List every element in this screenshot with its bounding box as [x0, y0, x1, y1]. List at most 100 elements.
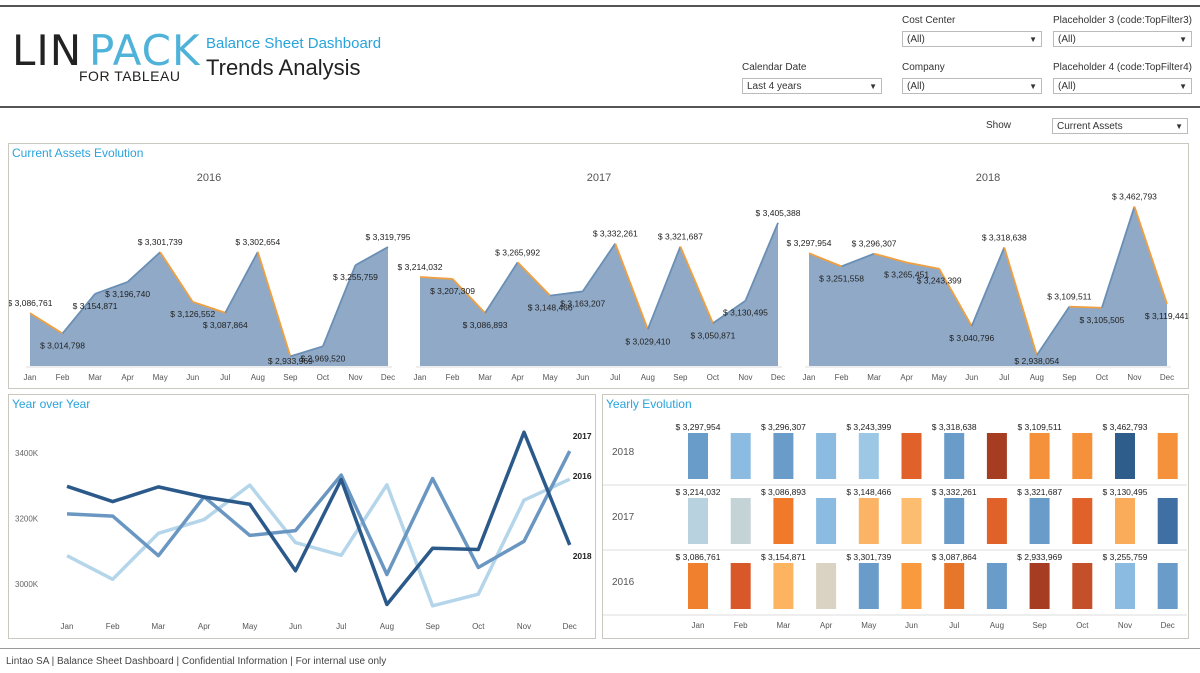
data-label: $ 3,255,759 — [333, 272, 378, 282]
data-label: $ 3,040,796 — [949, 333, 994, 343]
bar — [1072, 433, 1093, 479]
bar-label: $ 3,297,954 — [676, 422, 721, 432]
data-label: $ 3,014,798 — [40, 340, 85, 350]
data-label: $ 3,154,871 — [73, 301, 118, 311]
month-tick-label: Sep — [283, 373, 298, 382]
month-tick-label: Jun — [576, 373, 589, 382]
year-title: 2017 — [587, 172, 611, 184]
data-label: $ 3,086,761 — [9, 298, 53, 308]
placeholder3-select[interactable]: (All) ▼ — [1053, 31, 1192, 47]
data-label: $ 3,214,032 — [398, 262, 443, 272]
bar — [816, 498, 837, 544]
bar — [1115, 498, 1135, 544]
calendar-date-select[interactable]: Last 4 years ▼ — [742, 78, 882, 94]
placeholder4-select[interactable]: (All) ▼ — [1053, 78, 1192, 94]
x-tick-label: Jul — [336, 622, 346, 631]
cost-center-select[interactable]: (All) ▼ — [902, 31, 1042, 47]
month-tick-label: Feb — [56, 373, 70, 382]
bar-label: $ 3,130,495 — [1103, 487, 1148, 497]
month-tick-label: Oct — [317, 373, 330, 382]
y-tick-label: 3400K — [15, 449, 39, 458]
month-tick-label: Sep — [1062, 373, 1077, 382]
bar — [773, 498, 794, 544]
data-label: $ 2,933,969 — [268, 356, 313, 366]
data-label: $ 3,050,871 — [690, 330, 735, 340]
month-tick-label: Aug — [251, 373, 265, 382]
bar — [1072, 563, 1093, 609]
line-segment — [679, 246, 714, 324]
yearly-evolution-title: Yearly Evolution — [606, 397, 692, 411]
month-tick-label: May — [932, 373, 947, 382]
data-label: $ 3,148,466 — [528, 303, 573, 313]
line-segment — [484, 261, 519, 314]
show-select[interactable]: Current Assets ▼ — [1052, 118, 1188, 134]
series-line-2017 — [66, 450, 572, 577]
footer-rule — [0, 648, 1200, 649]
line-segment — [1133, 206, 1168, 305]
line-segment — [550, 290, 583, 297]
bar — [730, 433, 751, 479]
month-tick-label: Mar — [867, 373, 881, 382]
month-tick-label: Apr — [900, 373, 913, 382]
x-tick-label: Oct — [472, 622, 485, 631]
line-segment — [451, 278, 486, 314]
bar — [1157, 563, 1178, 609]
chevron-down-icon: ▼ — [1179, 82, 1187, 91]
month-tick-label: Mar — [478, 373, 492, 382]
data-label: $ 3,302,654 — [235, 237, 280, 247]
month-tick-label: Mar — [88, 373, 102, 382]
month-tick-label: Jan — [803, 373, 816, 382]
bar — [1029, 563, 1050, 609]
bar — [688, 433, 708, 479]
placeholder3-value: (All) — [1058, 34, 1076, 45]
current-assets-panel: Current Assets Evolution 2016 Jan Feb Mar Ap… — [8, 143, 1189, 389]
data-label: $ 3,087,864 — [203, 320, 248, 330]
bar — [986, 498, 1007, 544]
bar — [858, 433, 879, 479]
x-tick-label: Jun — [905, 621, 918, 630]
bar-label: $ 3,087,864 — [932, 552, 977, 562]
data-label: $ 3,301,739 — [138, 237, 183, 247]
x-tick-label: Nov — [517, 622, 531, 631]
bar — [1115, 433, 1135, 479]
chevron-down-icon: ▼ — [1179, 35, 1187, 44]
area-fill — [809, 206, 1167, 366]
month-tick-label: Jul — [220, 373, 230, 382]
show-label: Show — [986, 120, 1012, 131]
x-tick-label: Jul — [949, 621, 959, 630]
x-tick-label: Feb — [106, 622, 120, 631]
bar — [986, 563, 1007, 609]
x-tick-label: Dec — [563, 622, 577, 631]
bar — [688, 563, 708, 609]
y-tick-label: 3200K — [15, 515, 39, 524]
chevron-down-icon: ▼ — [1175, 122, 1183, 131]
bar — [816, 433, 837, 479]
area-fill — [420, 222, 778, 366]
month-tick-label: Nov — [348, 373, 362, 382]
bar — [944, 498, 965, 544]
show-value: Current Assets — [1057, 121, 1123, 132]
current-assets-title: Current Assets Evolution — [12, 146, 144, 160]
month-tick-label: Oct — [1096, 373, 1109, 382]
line-segment — [516, 261, 551, 297]
line-segment — [94, 281, 128, 295]
data-label: $ 3,318,638 — [982, 232, 1027, 242]
bar-label: $ 3,462,793 — [1103, 422, 1148, 432]
company-select[interactable]: (All) ▼ — [902, 78, 1042, 94]
data-label: $ 3,297,954 — [787, 238, 832, 248]
company-value: (All) — [907, 81, 925, 92]
data-label: $ 3,119,441 — [1145, 311, 1188, 321]
bar-label: $ 3,109,511 — [1017, 422, 1062, 432]
bar-label: $ 3,086,761 — [676, 552, 721, 562]
bar-label: $ 3,154,871 — [761, 552, 806, 562]
logo-accent-text: PACK — [89, 26, 201, 75]
bar-label: $ 3,255,759 — [1103, 552, 1148, 562]
x-tick-label: Nov — [1118, 621, 1132, 630]
line-segment — [290, 345, 324, 358]
month-tick-label: May — [153, 373, 168, 382]
bar-label: $ 3,318,638 — [932, 422, 977, 432]
series-line-2016 — [66, 477, 571, 608]
top-rule — [0, 5, 1200, 7]
bar-label: $ 3,296,307 — [761, 422, 806, 432]
bar-label: $ 3,086,893 — [761, 487, 806, 497]
